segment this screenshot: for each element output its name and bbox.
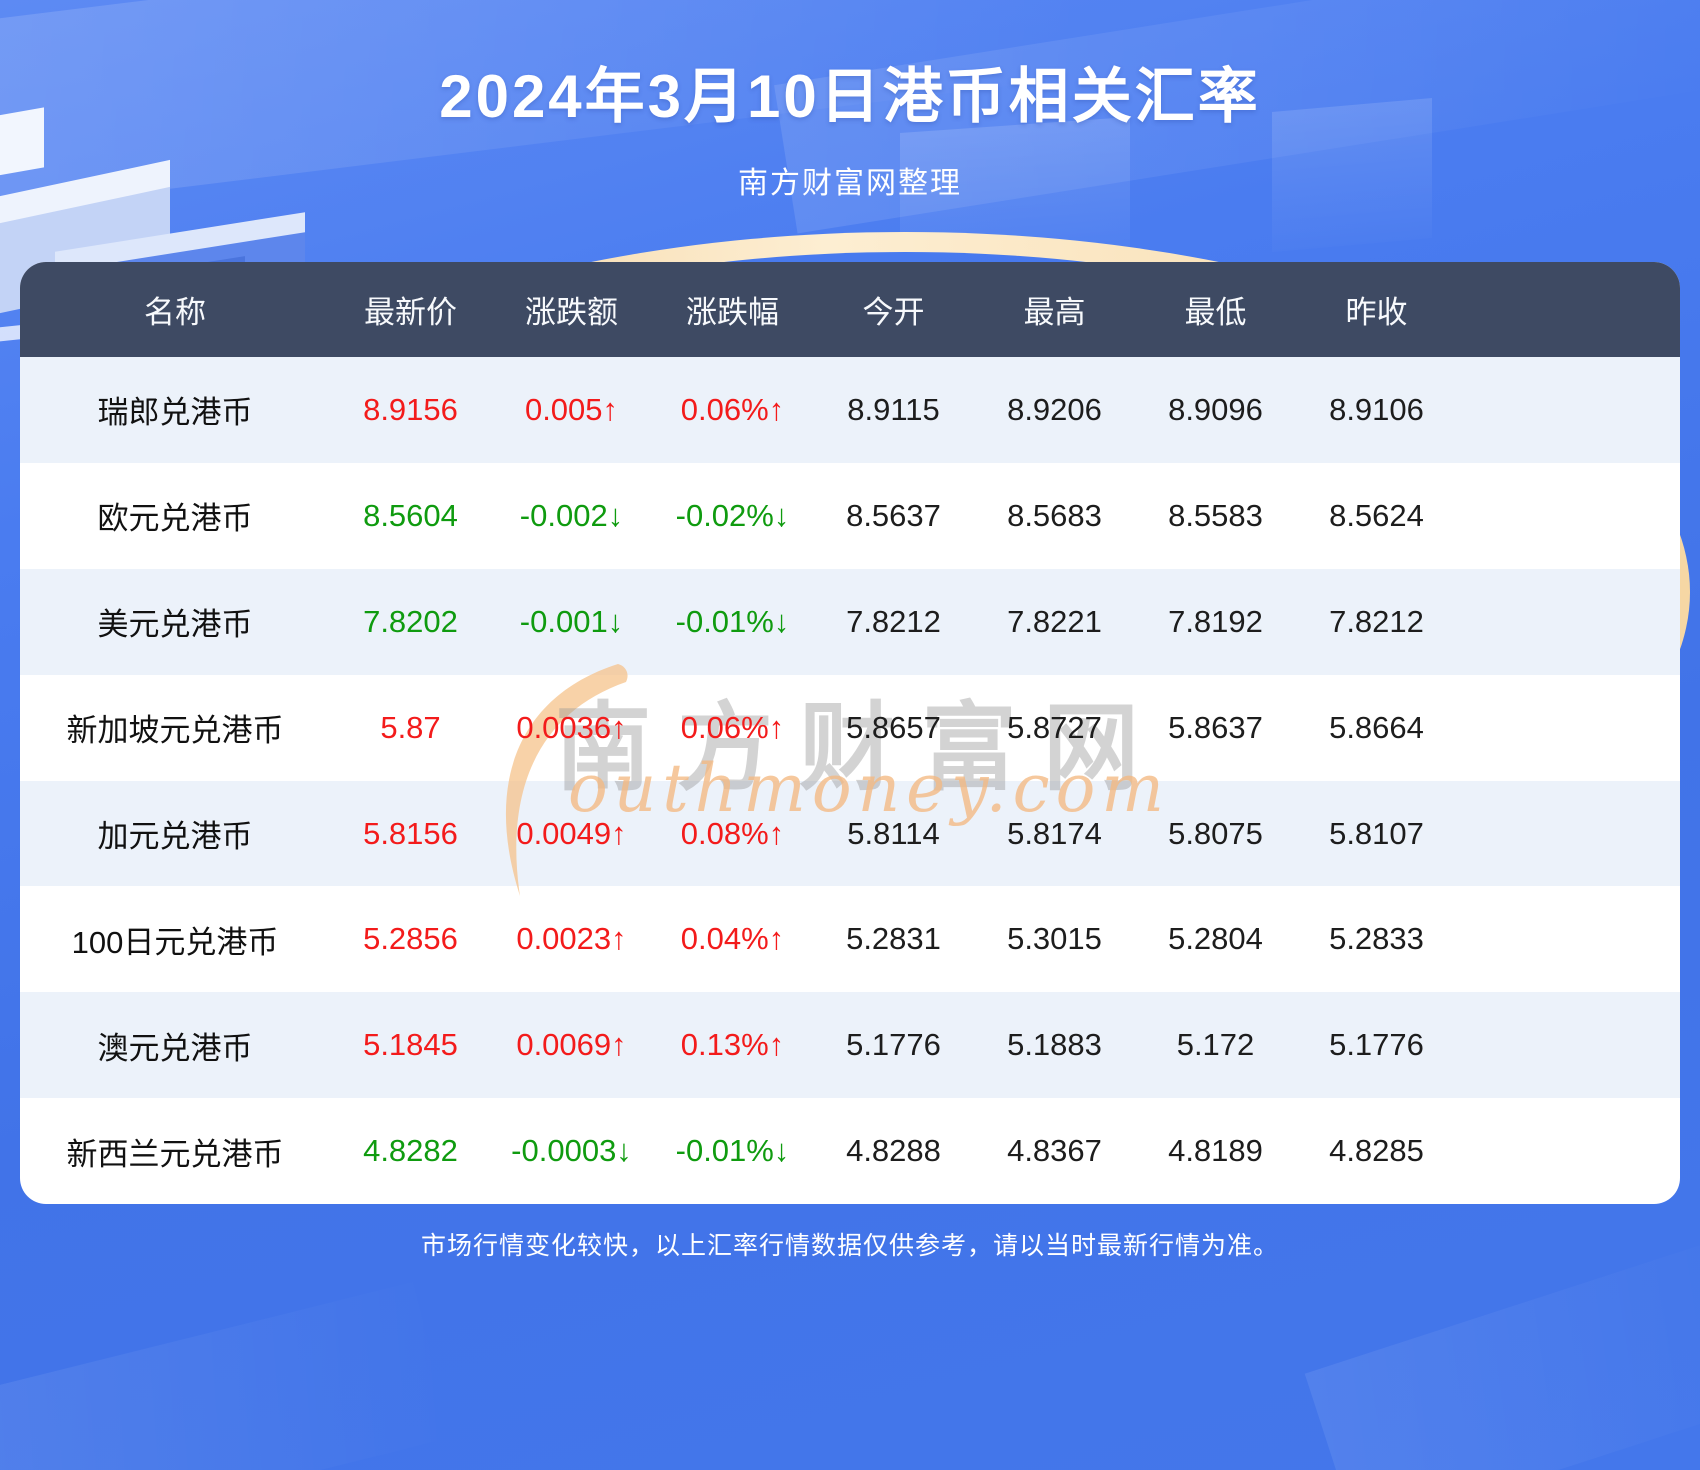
row-last: 5.87 [380,709,441,745]
row-low: 5.8637 [1168,709,1263,745]
row-name: 欧元兑港币 [97,501,253,537]
row-low: 8.9096 [1168,391,1263,427]
row-change: 0.0036↑ [516,709,627,745]
rates-table: 名称 最新价 涨跌额 涨跌幅 今开 最高 最低 昨收 南方财富网 outhmon… [20,262,1680,1204]
row-high: 8.9206 [1007,391,1102,427]
row-change: 0.0049↑ [516,815,627,851]
row-open: 5.8657 [846,709,941,745]
row-change: 0.0023↑ [516,921,627,957]
row-last: 7.8202 [363,603,458,639]
row-name: 加元兑港币 [97,819,253,854]
row-high: 5.8727 [1007,709,1102,745]
row-name: 新西兰元兑港币 [66,1136,284,1172]
table-row: 100日元兑港币 5.2856 0.0023↑ 0.04%↑ 5.2831 5.… [20,886,1680,992]
row-name: 美元兑港币 [97,607,253,643]
row-high: 7.8221 [1007,603,1102,639]
row-prev-close: 5.8107 [1329,815,1424,851]
row-name: 瑞郎兑港币 [97,395,253,431]
page-subtitle: 南方财富网整理 [738,167,962,200]
column-header-change: 涨跌额 [525,295,618,330]
table-row: 瑞郎兑港币 8.9156 0.005↑ 0.06%↑ 8.9115 8.9206… [20,357,1680,463]
footer-disclaimer: 市场行情变化较快，以上汇率行情数据仅供参考，请以当时最新行情为准。 [420,1232,1279,1260]
row-change-pct: 0.06%↑ [680,391,785,427]
row-low: 5.172 [1176,1027,1255,1063]
row-prev-close: 7.8212 [1329,603,1424,639]
row-last: 5.8156 [363,815,458,851]
row-open: 7.8212 [846,603,941,639]
table-header-row: 名称 最新价 涨跌额 涨跌幅 今开 最高 最低 昨收 [20,262,1680,357]
row-open: 5.2831 [846,921,941,957]
table-row: 新加坡元兑港币 5.87 0.0036↑ 0.06%↑ 5.8657 5.872… [20,675,1680,781]
row-prev-close: 4.8285 [1329,1133,1424,1169]
column-header-last: 最新价 [364,295,457,330]
row-prev-close: 5.2833 [1329,921,1424,957]
row-change-pct: 0.08%↑ [680,815,785,851]
row-low: 4.8189 [1168,1133,1263,1169]
table-row: 欧元兑港币 8.5604 -0.002↓ -0.02%↓ 8.5637 8.56… [20,463,1680,569]
row-last: 4.8282 [363,1133,458,1169]
row-change-pct: -0.02%↓ [675,497,790,533]
row-open: 4.8288 [846,1133,941,1169]
table-row: 加元兑港币 5.8156 0.0049↑ 0.08%↑ 5.8114 5.817… [20,780,1680,887]
row-change-pct: 0.13%↑ [680,1027,785,1063]
row-name: 100日元兑港币 [71,924,279,960]
row-change-pct: 0.06%↑ [680,709,785,745]
row-high: 8.5683 [1007,497,1102,533]
row-prev-close: 8.9106 [1329,391,1424,427]
table-row: 美元兑港币 7.8202 -0.001↓ -0.01%↓ 7.8212 7.82… [20,568,1680,675]
row-last: 5.2856 [363,921,458,957]
light-beam-decoration [0,1281,452,1470]
table-row: 澳元兑港币 5.1845 0.0069↑ 0.13%↑ 5.1776 5.188… [20,992,1680,1099]
row-change: -0.001↓ [519,603,624,639]
column-header-low: 最低 [1184,295,1247,330]
row-prev-close: 5.8664 [1329,709,1424,745]
row-high: 5.1883 [1007,1027,1102,1063]
row-open: 5.1776 [846,1027,941,1063]
row-open: 5.8114 [847,815,940,851]
row-high: 5.3015 [1007,921,1102,957]
row-high: 5.8174 [1007,815,1102,851]
row-change: -0.0003↓ [511,1133,632,1169]
row-prev-close: 8.5624 [1329,497,1424,533]
row-change: 0.005↑ [524,391,619,427]
row-open: 8.9115 [847,391,940,427]
row-change-pct: 0.04%↑ [680,921,785,957]
row-last: 8.5604 [363,497,458,533]
table-row: 新西兰元兑港币 4.8282 -0.0003↓ -0.01%↓ 4.8288 4… [20,1098,1680,1204]
row-last: 8.9156 [363,391,458,427]
row-change-pct: -0.01%↓ [675,1133,790,1169]
page-title: 2024年3月10日港币相关汇率 [439,63,1261,130]
row-change-pct: -0.01%↓ [675,603,790,639]
row-low: 5.8075 [1168,815,1263,851]
row-high: 4.8367 [1007,1133,1102,1169]
column-header-open: 今开 [862,295,925,330]
row-low: 5.2804 [1168,921,1263,957]
column-header-change-pct: 涨跌幅 [686,295,779,330]
column-header-prev-close: 昨收 [1345,295,1408,330]
light-beam-decoration [1304,1234,1700,1470]
row-low: 7.8192 [1168,603,1263,639]
row-low: 8.5583 [1168,497,1263,533]
row-change: -0.002↓ [519,497,624,533]
row-prev-close: 5.1776 [1329,1027,1424,1063]
column-header-high: 最高 [1023,295,1086,330]
row-name: 新加坡元兑港币 [66,713,284,749]
row-last: 5.1845 [363,1027,458,1063]
row-open: 8.5637 [846,497,941,533]
column-header-name: 名称 [144,295,206,330]
row-change: 0.0069↑ [516,1027,627,1063]
row-name: 澳元兑港币 [97,1030,253,1066]
